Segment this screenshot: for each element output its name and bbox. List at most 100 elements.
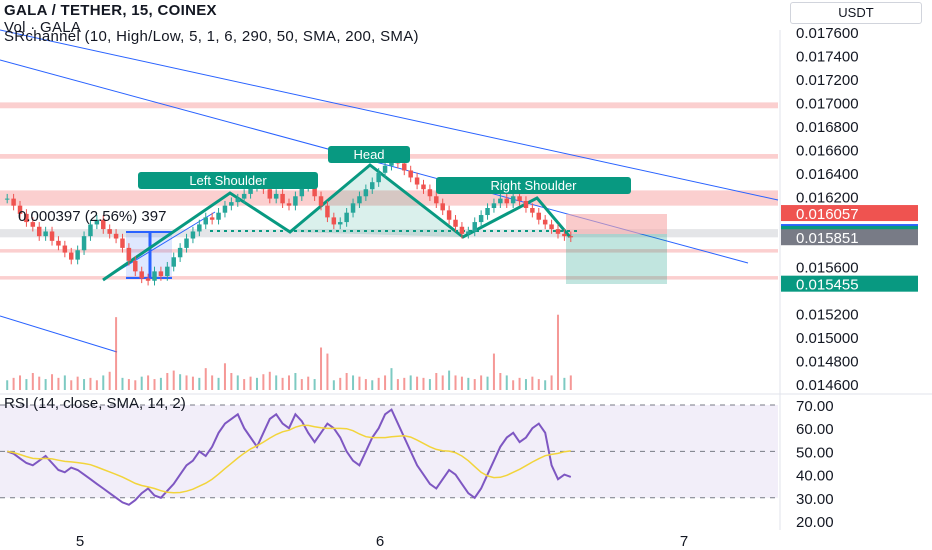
target-zone <box>566 234 667 284</box>
volume-bar <box>396 379 399 390</box>
candle <box>4 198 10 200</box>
volume-bar <box>332 380 335 390</box>
price-tick-label: 0.014600 <box>796 377 859 394</box>
volume-bar <box>262 374 265 390</box>
candle <box>101 219 106 230</box>
volume-bar <box>403 377 406 390</box>
sr-zone <box>0 102 778 109</box>
candle <box>11 198 16 206</box>
candle <box>267 189 273 199</box>
volume-bar <box>371 380 374 390</box>
candle <box>312 184 317 197</box>
volume-bar <box>448 370 451 390</box>
price-badge-label: 0.015851 <box>796 230 859 247</box>
price-tick-label: 0.014800 <box>796 354 859 371</box>
volume-bar <box>147 375 150 390</box>
candle <box>344 212 349 223</box>
time-tick-label: 7 <box>680 533 688 550</box>
candle <box>485 208 490 216</box>
volume-bar <box>140 376 143 390</box>
candle <box>133 260 138 272</box>
volume-bar <box>492 353 495 390</box>
volume-bar <box>512 380 515 390</box>
volume-bar <box>416 376 419 390</box>
volume-bar <box>102 375 105 390</box>
volume-bar <box>377 377 380 390</box>
volume-bar <box>211 375 214 390</box>
volume-bar <box>544 380 547 390</box>
volume-bar <box>460 376 463 390</box>
volume-bar <box>505 375 508 390</box>
pattern-label: Left Shoulder <box>189 173 267 188</box>
candle <box>446 210 452 220</box>
candle <box>113 233 119 239</box>
indicator-legend: SRchannel (10, High/Low, 5, 1, 6, 290, 5… <box>4 28 419 45</box>
volume-bar <box>313 379 316 390</box>
volume-legend: Vol · GALA <box>4 19 82 36</box>
volume-bar <box>243 379 246 390</box>
pattern-label-bg <box>436 177 631 194</box>
candle <box>510 196 516 204</box>
candle <box>280 193 285 204</box>
volume-bar <box>268 371 271 390</box>
candle <box>62 245 68 253</box>
candle <box>177 247 183 258</box>
rsi-tick-label: 40.00 <box>796 468 834 485</box>
sr-zone <box>0 249 778 253</box>
volume-bar <box>25 379 28 390</box>
candle <box>414 177 420 185</box>
currency-button[interactable]: USDT <box>790 2 922 24</box>
candle <box>536 212 542 220</box>
volume-bar <box>166 373 169 390</box>
price-tick-label: 0.015000 <box>796 330 859 347</box>
candle <box>88 224 93 237</box>
volume-bar <box>531 376 534 390</box>
candle <box>30 222 36 227</box>
volume-bar <box>57 377 60 390</box>
candle <box>273 193 279 199</box>
candle <box>222 205 228 213</box>
volume-bar <box>198 377 201 390</box>
candle <box>17 205 23 214</box>
candle <box>36 226 42 237</box>
candle <box>235 198 241 203</box>
candle <box>504 198 509 204</box>
candle <box>453 219 458 227</box>
rsi-line <box>6 408 572 506</box>
volume-bar <box>307 376 310 390</box>
candle <box>491 203 497 208</box>
price-tick-label: 0.016200 <box>796 189 859 206</box>
volume-bar <box>19 375 22 390</box>
price-badge <box>781 229 918 246</box>
rsi-tick-label: 30.00 <box>796 491 834 508</box>
candle <box>81 236 87 251</box>
candle <box>472 222 477 232</box>
candle <box>139 271 144 279</box>
volume-bar <box>409 375 412 390</box>
time-tick-label: 6 <box>376 533 384 550</box>
volume-bar <box>556 314 559 390</box>
volume-bar <box>63 375 66 390</box>
volume-bar <box>364 379 367 390</box>
volume-bar <box>467 377 470 390</box>
candle <box>466 231 471 234</box>
trendline-lower <box>0 315 118 353</box>
volume-bar <box>569 375 572 390</box>
rsi-band <box>0 405 778 498</box>
volume-bar <box>108 371 111 390</box>
candle <box>363 189 369 197</box>
symbol-title: GALA / TETHER, 15, COINEX <box>4 2 217 19</box>
volume-bar <box>288 375 290 390</box>
volume-bar <box>115 317 118 390</box>
candle <box>197 224 202 232</box>
volume-bar <box>345 373 348 390</box>
candle <box>337 222 343 225</box>
volume-bar <box>358 376 361 390</box>
price-tick-label: 0.015200 <box>796 307 859 324</box>
sr-zone <box>0 276 778 280</box>
candle <box>203 217 208 225</box>
candle <box>107 229 112 234</box>
volume-bar <box>473 379 476 390</box>
candle <box>549 224 554 230</box>
